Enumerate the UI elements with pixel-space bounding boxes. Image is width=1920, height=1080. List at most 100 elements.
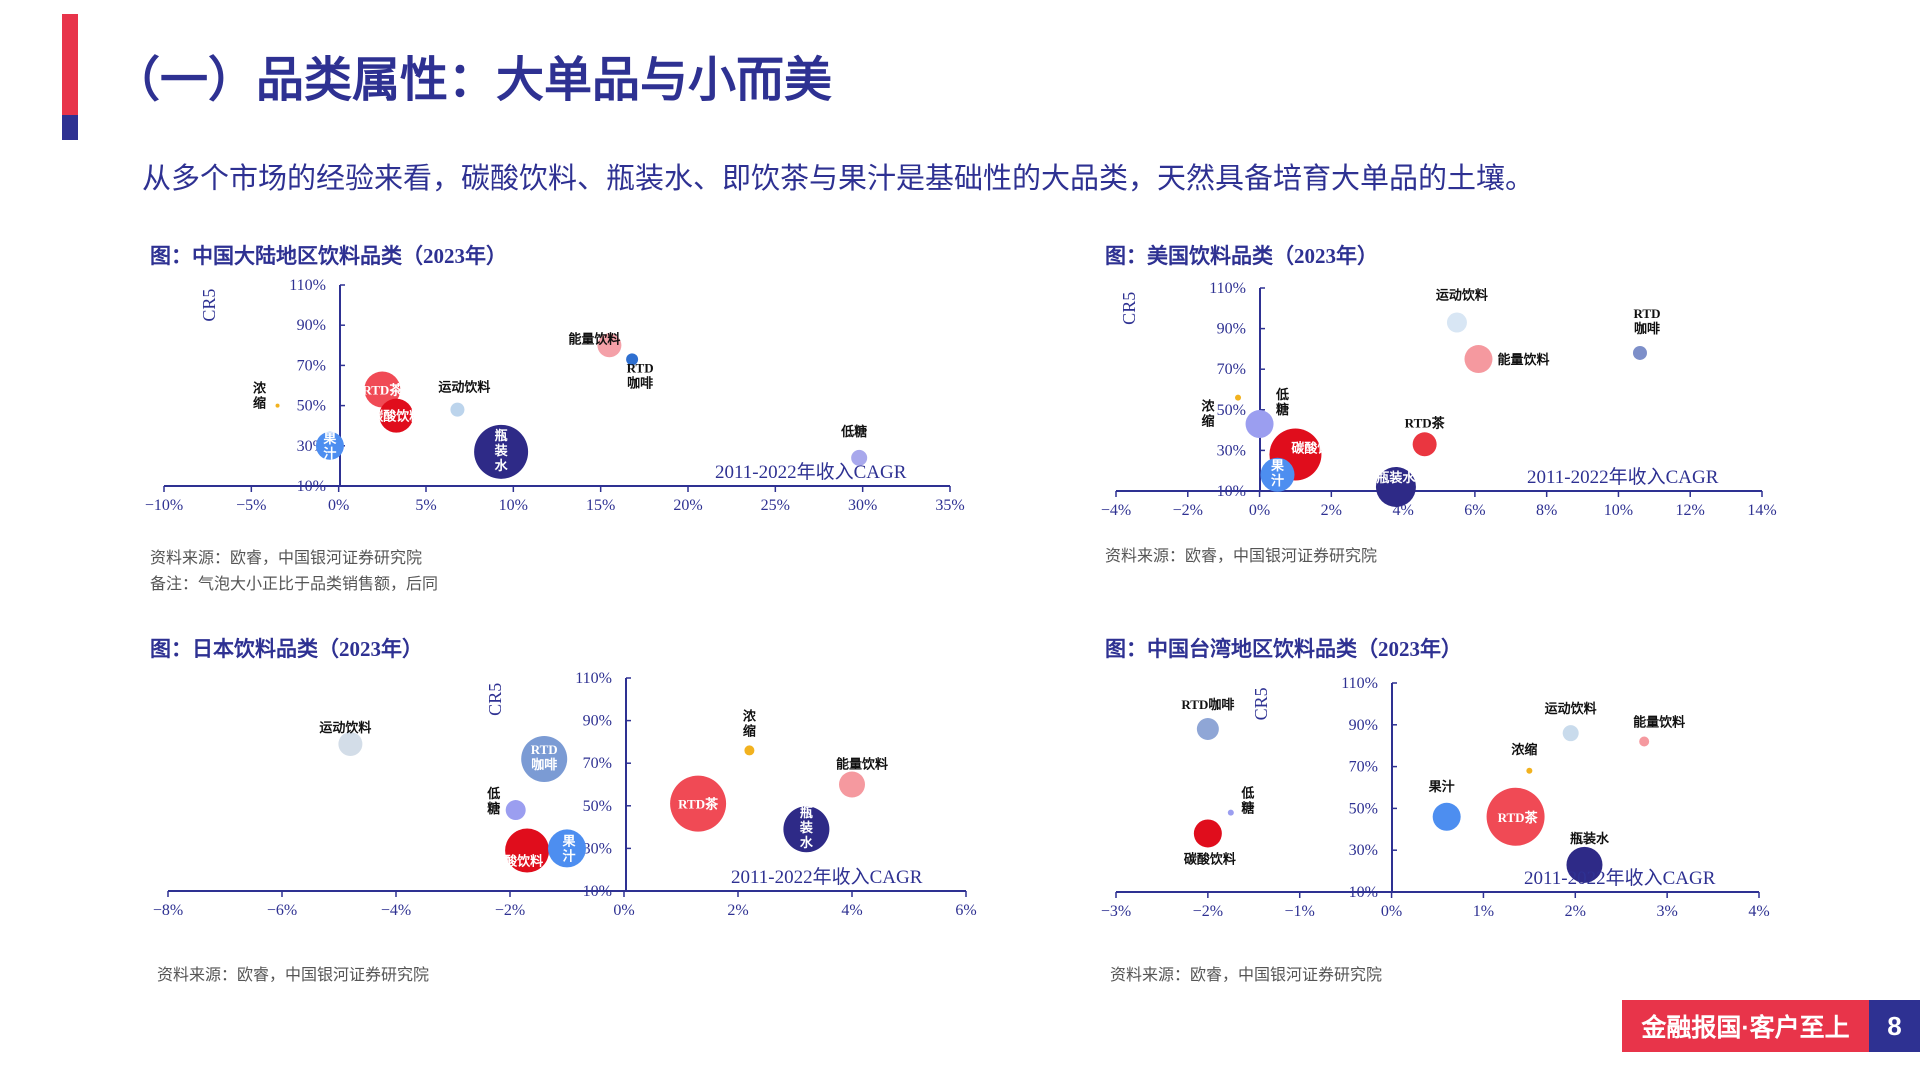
x-tick-label: −6% bbox=[267, 902, 297, 919]
x-tick-label: 5% bbox=[415, 497, 436, 514]
bubble-point bbox=[1639, 736, 1650, 747]
x-tick-label: −2% bbox=[495, 902, 525, 919]
x-tick-label: 0% bbox=[328, 497, 349, 514]
bubble-label: 浓缩 bbox=[253, 381, 267, 411]
bubble-label: 浓缩 bbox=[1202, 399, 1216, 429]
x-tick-label: 2% bbox=[727, 902, 748, 919]
chart-usa: −4% −2% 0% 2% 4% 6% 8% 10% 12% 14%10%30%50%70%90%… bbox=[1101, 280, 1777, 519]
bubble-label: 果汁 bbox=[322, 431, 336, 461]
x-tick-label: −4% bbox=[1101, 502, 1131, 519]
bubble-point bbox=[783, 806, 830, 853]
y-tick-label: 90% bbox=[1349, 717, 1378, 734]
y-axis-title: CR5 bbox=[199, 289, 219, 322]
y-tick-label: 90% bbox=[1217, 321, 1246, 338]
chart-china: −10% −5% 0% 5% 10% 15% 20% 25% 30% 35%10%30%50%70… bbox=[145, 277, 965, 514]
bubble-point bbox=[548, 829, 586, 868]
x-tick-label: 10% bbox=[1604, 502, 1633, 519]
bubble-point bbox=[1566, 846, 1603, 883]
title-accent-bar bbox=[62, 14, 78, 140]
bubble-label: 低糖 bbox=[1275, 387, 1289, 417]
bubble-point bbox=[1412, 432, 1437, 457]
y-tick-label: 10% bbox=[583, 883, 612, 900]
bubble-label: RTD茶 bbox=[362, 383, 403, 398]
bubble-label: 低糖 bbox=[840, 424, 867, 439]
chart-title-china: 图：中国大陆地区饮料品类（2023年） bbox=[150, 244, 507, 268]
page-title: （一）品类属性：大单品与小而美 bbox=[112, 54, 833, 107]
chart-panel-japan: 图：日本饮料品类（2023年） −8% −6% −4% −2% 0% 2% 4% 6% 10% 3… bbox=[150, 633, 1010, 984]
y-tick-label: 50% bbox=[297, 398, 326, 415]
bubble-label: 果汁 bbox=[1428, 779, 1455, 794]
bubble-point bbox=[1245, 410, 1274, 439]
x-tick-label: 35% bbox=[935, 497, 964, 514]
bubble-label: RTD茶 bbox=[1498, 810, 1539, 825]
y-tick-label: 110% bbox=[575, 670, 612, 687]
x-tick-label: 0% bbox=[1249, 502, 1270, 519]
chart-panel-taiwan: 图：中国台湾地区饮料品类（2023年） −3% −2% −1% 0% 1% 2% 3% 4% 1… bbox=[1101, 633, 1920, 984]
bubble-label: RTD咖啡 bbox=[1181, 697, 1234, 712]
x-tick-label: 6% bbox=[955, 902, 976, 919]
bubble-label: 能量饮料 bbox=[1633, 715, 1685, 730]
x-tick-label: 25% bbox=[761, 497, 790, 514]
x-tick-label: −3% bbox=[1101, 903, 1131, 920]
x-tick-label: 4% bbox=[841, 902, 862, 919]
bubble-point bbox=[1196, 717, 1219, 740]
bubble-label: 碳酸饮料 bbox=[370, 409, 422, 424]
x-tick-label: 2% bbox=[1321, 502, 1342, 519]
bubble-label: 运动饮料 bbox=[319, 720, 371, 735]
source-note-taiwan: 资料来源：欧睿，中国银河证券研究院 bbox=[1110, 967, 1383, 984]
bubble-point bbox=[1193, 819, 1222, 848]
x-tick-label: 14% bbox=[1747, 502, 1776, 519]
bubble-label: 能量饮料 bbox=[1497, 352, 1549, 367]
bubble-point bbox=[364, 371, 401, 408]
bubble-point bbox=[379, 398, 414, 433]
bubble-point bbox=[670, 775, 727, 832]
chart-title-japan: 图：日本饮料品类（2023年） bbox=[150, 637, 423, 661]
bubble-label: 碳酸饮料 bbox=[1291, 440, 1343, 455]
x-axis-title: 2011-2022年收入CAGR bbox=[1524, 867, 1716, 889]
bubble-label: 能量饮料 bbox=[836, 757, 888, 772]
bubble-point bbox=[275, 403, 280, 408]
bubble-label: 运动饮料 bbox=[1436, 288, 1488, 303]
x-tick-label: −10% bbox=[145, 497, 183, 514]
page-subtitle: 从多个市场的经验来看，碳酸饮料、瓶装水、即饮茶与果汁是基础性的大品类，天然具备培… bbox=[142, 163, 1535, 195]
bubble-label: 低糖 bbox=[1240, 786, 1254, 816]
x-tick-label: 0% bbox=[1381, 903, 1402, 920]
chart-japan: −8% −6% −4% −2% 0% 2% 4% 6% 10% 30% 50% 70% 90% 110% C… bbox=[153, 670, 977, 919]
y-tick-label: 70% bbox=[583, 755, 612, 772]
y-tick-label: 10% bbox=[1349, 884, 1378, 901]
source-note-china: 资料来源：欧睿，中国银河证券研究院 bbox=[150, 550, 423, 567]
y-tick-label: 70% bbox=[1349, 759, 1378, 776]
bubble-label: 碳酸饮料 bbox=[1184, 851, 1236, 866]
bubble-point bbox=[1464, 345, 1493, 374]
x-tick-label: 20% bbox=[673, 497, 702, 514]
bubble-label: 运动饮料 bbox=[1545, 701, 1597, 716]
bubble-point bbox=[1446, 312, 1467, 333]
bubble-label: RTD茶 bbox=[678, 797, 719, 812]
bubble-point bbox=[851, 449, 868, 466]
y-tick-label: 10% bbox=[297, 478, 326, 495]
y-tick-label: 70% bbox=[297, 357, 326, 374]
x-tick-label: 12% bbox=[1676, 502, 1705, 519]
bubble-label: 瓶装水 bbox=[799, 805, 814, 850]
chart-taiwan: −3% −2% −1% 0% 1% 2% 3% 4% 10% 30% 50% 70% 90% 110% CR… bbox=[1101, 675, 1770, 920]
bubble-point bbox=[1632, 345, 1647, 360]
bubble-label: 果汁 bbox=[1270, 458, 1284, 488]
bubble-label: 浓缩 bbox=[1511, 742, 1537, 757]
y-tick-label: 90% bbox=[297, 317, 326, 334]
bubble-point bbox=[505, 828, 550, 873]
bubble-label: 运动饮料 bbox=[438, 380, 490, 395]
bubble-point bbox=[521, 735, 568, 782]
bubble-label: 能量饮料 bbox=[568, 331, 620, 346]
bubble-point bbox=[1486, 787, 1545, 846]
y-tick-label: 30% bbox=[1349, 842, 1378, 859]
source-note-usa: 资料来源：欧睿，中国银河证券研究院 bbox=[1105, 548, 1378, 565]
bubble-point bbox=[474, 424, 529, 479]
source-note-japan: 资料来源：欧睿，中国银河证券研究院 bbox=[157, 967, 430, 984]
y-tick-label: 30% bbox=[583, 840, 612, 857]
y-axis-title: CR5 bbox=[1251, 687, 1271, 720]
x-tick-label: 6% bbox=[1464, 502, 1485, 519]
bubble-point bbox=[1432, 802, 1461, 831]
bubble-point bbox=[839, 771, 865, 798]
